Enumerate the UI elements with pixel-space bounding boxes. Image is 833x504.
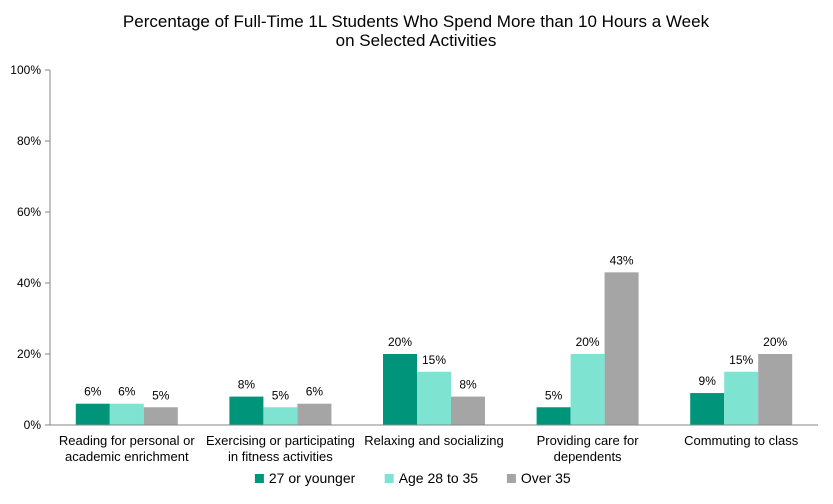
y-axis: 0% 20% 40% 60% 80% 100% <box>10 63 51 432</box>
x-category-label: Exercising or participating <box>206 433 355 448</box>
bar <box>229 396 264 425</box>
y-tick-label: 40% <box>17 276 41 290</box>
bar <box>383 354 417 425</box>
bar-data-label: 6% <box>84 385 102 399</box>
chart-title: Percentage of Full-Time 1L Students Who … <box>123 12 710 50</box>
legend-swatch <box>506 474 516 483</box>
y-tick-label: 80% <box>17 134 41 148</box>
legend-label: 27 or younger <box>269 470 356 486</box>
y-tick-label: 0% <box>24 418 42 432</box>
bar <box>75 403 110 425</box>
legend-swatch <box>384 474 394 483</box>
bars: 6% 8% 20% 5% 9% 6% 5% 15% 20% 15% 5% 6% 8% 43% 20% <box>75 253 793 425</box>
y-tick-label: 20% <box>17 347 41 361</box>
legend: 27 or younger Age 28 to 35 Over 35 <box>254 470 571 486</box>
bar-data-label: 9% <box>699 374 717 388</box>
bar-data-label: 5% <box>272 388 290 402</box>
bar <box>536 407 571 425</box>
y-tick-label: 100% <box>10 63 41 77</box>
legend-swatch <box>254 474 264 483</box>
bar-data-label: 15% <box>422 353 446 367</box>
x-category-label: Commuting to class <box>684 433 799 448</box>
x-category-label: in fitness activities <box>228 449 333 464</box>
chart-title-line: Percentage of Full-Time 1L Students Who … <box>123 12 710 31</box>
bar-data-label: 20% <box>388 335 412 349</box>
x-category-label: Providing care for <box>537 433 640 448</box>
legend-label: Age 28 to 35 <box>399 470 479 486</box>
bar <box>109 403 144 425</box>
bar <box>417 371 451 425</box>
bar-data-label: 43% <box>610 253 634 267</box>
bar-data-label: 6% <box>306 385 324 399</box>
bar <box>263 407 298 425</box>
bar <box>143 407 178 425</box>
bar <box>570 354 605 425</box>
bar <box>724 371 759 425</box>
bar-data-label: 5% <box>152 388 170 402</box>
bar-data-label: 20% <box>576 335 600 349</box>
x-category-label: Relaxing and socializing <box>364 433 503 448</box>
bar <box>758 354 793 425</box>
bar-data-label: 15% <box>729 353 753 367</box>
bar-data-label: 8% <box>459 378 477 392</box>
bar <box>297 403 332 425</box>
bar-data-label: 20% <box>763 335 787 349</box>
bar <box>604 272 639 425</box>
x-category-label: dependents <box>554 449 622 464</box>
bar-data-label: 5% <box>545 388 563 402</box>
legend-label: Over 35 <box>521 470 571 486</box>
x-category-label: Reading for personal or <box>59 433 196 448</box>
bar <box>451 396 485 425</box>
bar <box>690 393 725 425</box>
chart-title-line: on Selected Activities <box>336 31 497 50</box>
bar-data-label: 6% <box>118 385 136 399</box>
x-category-label: academic enrichment <box>65 449 189 464</box>
bar-data-label: 8% <box>238 378 256 392</box>
y-tick-label: 60% <box>17 205 41 219</box>
